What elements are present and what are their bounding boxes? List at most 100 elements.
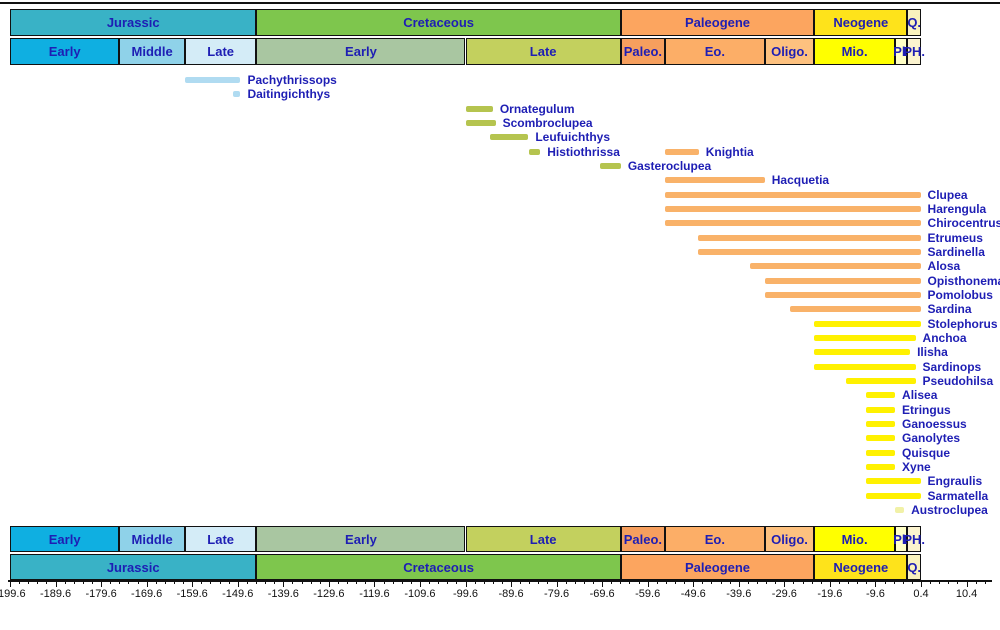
axis-minor-tick bbox=[848, 580, 850, 584]
axis-minor-tick bbox=[46, 580, 48, 584]
bottom-period-cell: Neogene bbox=[814, 554, 908, 580]
top-epoch-label: Early bbox=[345, 44, 377, 59]
top-epoch-label: Mio. bbox=[841, 44, 868, 59]
taxon-label: Alosa bbox=[927, 259, 961, 274]
bottom-epoch-label: Late bbox=[207, 531, 235, 547]
axis-minor-tick bbox=[957, 580, 959, 584]
axis-minor-tick bbox=[137, 580, 139, 584]
taxon-label: Ornategulum bbox=[499, 101, 575, 116]
taxon-label: Opisthonema bbox=[927, 273, 1000, 288]
taxon-bar bbox=[866, 392, 896, 399]
axis-minor-tick bbox=[583, 580, 585, 584]
taxon-bar bbox=[866, 492, 921, 499]
axis-minor-tick bbox=[438, 580, 440, 584]
axis-major-tick bbox=[966, 580, 968, 587]
axis-minor-tick bbox=[811, 580, 813, 584]
axis-tick-label: -69.6 bbox=[589, 588, 615, 600]
taxon-bar bbox=[866, 435, 896, 442]
bottom-epoch-label: Mio. bbox=[841, 531, 868, 547]
top-epoch-cell: Pl. bbox=[893, 38, 909, 65]
taxon-bar bbox=[895, 506, 905, 513]
taxon-label: Sardinops bbox=[922, 359, 982, 374]
axis-major-tick bbox=[146, 580, 148, 587]
taxon-bar bbox=[465, 105, 493, 112]
top-epoch-label: Early bbox=[48, 44, 81, 59]
top-period-label: Paleogene bbox=[685, 15, 751, 30]
taxon-label: Sardina bbox=[927, 302, 972, 317]
taxon-bar bbox=[866, 420, 896, 427]
axis-major-tick bbox=[283, 580, 285, 587]
taxon-label: Etrumeus bbox=[927, 230, 983, 245]
axis-minor-tick bbox=[839, 580, 840, 584]
taxon-bar bbox=[866, 406, 896, 413]
taxon-label: Gasteroclupea bbox=[627, 158, 712, 173]
bottom-epoch-cell: Paleo. bbox=[620, 526, 665, 552]
top-period-label: Neogene bbox=[833, 15, 889, 30]
axis-minor-tick bbox=[447, 580, 449, 584]
axis-minor-tick bbox=[857, 580, 859, 584]
axis-minor-tick bbox=[820, 580, 822, 584]
axis-tick-label: -99.6 bbox=[452, 588, 479, 600]
taxon-bar bbox=[232, 91, 241, 98]
top-epoch-cell: Early bbox=[10, 38, 120, 65]
axis-minor-tick bbox=[73, 580, 75, 584]
axis-tick-label: -79.6 bbox=[544, 588, 570, 600]
taxon-bar bbox=[814, 349, 911, 356]
bottom-epoch-cell: Eo. bbox=[665, 526, 765, 552]
top-period-label: Jurassic bbox=[106, 15, 160, 30]
axis-minor-tick bbox=[565, 580, 567, 584]
axis-minor-tick bbox=[593, 580, 595, 584]
taxon-bar bbox=[465, 119, 496, 126]
axis-minor-tick bbox=[219, 580, 221, 584]
axis-minor-tick bbox=[984, 580, 986, 584]
top-period-cell: Jurassic bbox=[10, 9, 257, 36]
bottom-epoch-cell: Mio. bbox=[814, 526, 895, 552]
bottom-period-cell: Jurassic bbox=[10, 554, 257, 580]
axis-major-tick bbox=[647, 580, 649, 587]
taxon-label: Sardinella bbox=[927, 244, 985, 259]
taxon-bar bbox=[665, 177, 765, 184]
axis-tick-label: -129.6 bbox=[313, 588, 345, 600]
top-period-cell: Cretaceous bbox=[256, 9, 621, 36]
taxon-label: Pomolobus bbox=[927, 287, 993, 302]
axis-minor-tick bbox=[410, 580, 412, 584]
axis-minor-tick bbox=[128, 580, 130, 584]
axis-major-tick bbox=[511, 580, 513, 587]
axis-minor-tick bbox=[638, 580, 640, 584]
axis-minor-tick bbox=[911, 580, 913, 584]
taxon-bar bbox=[749, 263, 921, 270]
axis-tick-label: -149.6 bbox=[222, 588, 254, 600]
axis-tick-label: -19.6 bbox=[817, 588, 843, 600]
axis-tick-label: -179.6 bbox=[85, 588, 117, 600]
axis-minor-tick bbox=[802, 580, 804, 584]
axis-minor-tick bbox=[775, 580, 777, 584]
top-epoch-label: Oligo. bbox=[771, 44, 808, 59]
axis-tick-label: -89.6 bbox=[498, 588, 524, 600]
axis-minor-tick bbox=[720, 580, 722, 584]
axis-minor-tick bbox=[538, 580, 540, 584]
taxon-bar bbox=[665, 220, 921, 227]
top-epoch-label: Late bbox=[207, 44, 235, 59]
axis-major-tick bbox=[10, 580, 11, 587]
axis-major-tick bbox=[829, 580, 831, 587]
bottom-period-label: Q. bbox=[907, 559, 922, 575]
top-epoch-cell: Early bbox=[256, 38, 466, 65]
axis-minor-tick bbox=[884, 580, 886, 584]
taxon-label: Xyne bbox=[902, 459, 931, 474]
axis-minor-tick bbox=[474, 580, 476, 584]
axis-minor-tick bbox=[64, 580, 66, 584]
axis-minor-tick bbox=[501, 580, 503, 584]
bottom-epoch-label: PH. bbox=[903, 531, 926, 547]
bottom-epoch-cell: PH. bbox=[903, 526, 925, 552]
axis-minor-tick bbox=[28, 580, 30, 584]
axis-minor-tick bbox=[274, 580, 276, 584]
top-epoch-label: Paleo. bbox=[623, 44, 663, 59]
axis-minor-tick bbox=[164, 580, 166, 584]
taxon-label: Sarmatella bbox=[927, 488, 989, 503]
bottom-period-label: Neogene bbox=[833, 559, 889, 575]
axis-minor-tick bbox=[520, 580, 522, 584]
taxon-label: Engraulis bbox=[927, 474, 983, 489]
bottom-epoch-cell: Middle bbox=[119, 526, 185, 552]
axis-minor-tick bbox=[902, 580, 904, 584]
top-period-cell: Paleogene bbox=[620, 9, 815, 36]
